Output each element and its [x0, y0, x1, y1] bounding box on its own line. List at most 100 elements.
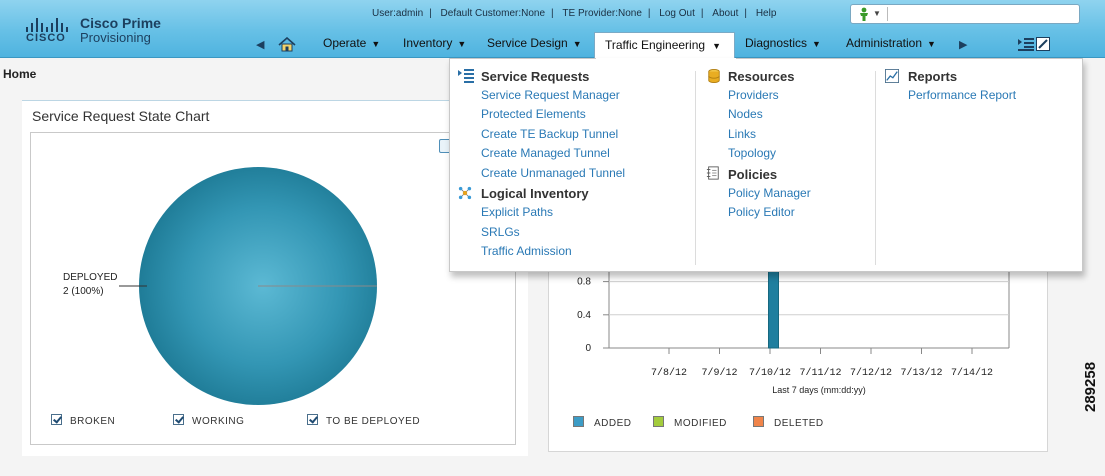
- menu-link-explicit-paths[interactable]: Explicit Paths: [481, 205, 554, 219]
- x-tick-label: 7/12/12: [850, 367, 892, 379]
- nav-label: Diagnostics: [745, 36, 808, 50]
- x-tick-label: 7/13/12: [900, 367, 942, 379]
- logout-link[interactable]: Log Out: [659, 8, 695, 19]
- product-name: Cisco Prime: [80, 15, 161, 31]
- legend-working[interactable]: WORKING: [173, 414, 244, 427]
- search-input[interactable]: ▼: [850, 4, 1080, 24]
- legend-broken[interactable]: BROKEN: [51, 414, 115, 427]
- menu-link-srlgs[interactable]: SRLGs: [481, 225, 520, 239]
- nav-label: Inventory: [403, 36, 453, 50]
- person-search-icon[interactable]: [857, 7, 871, 21]
- te-provider-label[interactable]: TE Provider:None: [562, 8, 642, 19]
- legend-to-be-deployed[interactable]: TO BE DEPLOYED: [307, 414, 420, 427]
- legend-modified[interactable]: MODIFIED: [653, 416, 727, 429]
- customer-label[interactable]: Default Customer:None: [440, 8, 546, 19]
- pie-slice-label: DEPLOYED: [63, 272, 117, 283]
- menu-link-traffic-admission[interactable]: Traffic Admission: [481, 244, 572, 258]
- separator: |: [744, 8, 748, 19]
- menu-link-create-managed-tunnel[interactable]: Create Managed Tunnel: [481, 146, 610, 160]
- legend-deleted[interactable]: DELETED: [753, 416, 824, 429]
- policies-icon: [706, 166, 719, 180]
- menu-heading-resources: Resources: [728, 69, 795, 84]
- service-requests-icon: [458, 69, 474, 83]
- menu-link-policy-editor[interactable]: Policy Editor: [728, 205, 795, 219]
- chevron-down-icon: ▼: [927, 39, 936, 49]
- legend-label: DELETED: [774, 418, 824, 429]
- legend-label: WORKING: [192, 416, 245, 427]
- service-request-state-panel: Service Request State Chart DEPLOYED 2 (1…: [22, 100, 528, 456]
- nav-label: Traffic Engineering: [605, 38, 706, 52]
- about-link[interactable]: About: [712, 8, 739, 19]
- menu-link-protected-elements[interactable]: Protected Elements: [481, 107, 586, 121]
- divider: [887, 7, 888, 21]
- column-divider: [875, 71, 876, 265]
- legend-swatch: [653, 416, 664, 427]
- menu-connector: [596, 58, 736, 60]
- edit-icon[interactable]: [1036, 37, 1050, 51]
- home-icon[interactable]: [278, 37, 296, 52]
- list-indent-icon[interactable]: [1018, 38, 1034, 51]
- pie-chart: DEPLOYED 2 (100%): [63, 167, 377, 405]
- nav-left-arrow-icon[interactable]: ◀: [256, 39, 265, 51]
- nav-operate[interactable]: Operate ▼: [323, 36, 380, 50]
- column-divider: [695, 71, 696, 265]
- bar-chart: 0 0.4 0.8 7/8/12 7/9/12 7/10/12 7/11/12 7/12/12…: [577, 248, 1010, 395]
- help-link[interactable]: Help: [755, 8, 777, 19]
- menu-link-performance-report[interactable]: Performance Report: [908, 88, 1017, 102]
- panel-title: Service Request State Chart: [32, 108, 210, 124]
- menu-link-create-te-backup-tunnel[interactable]: Create TE Backup Tunnel: [481, 127, 619, 141]
- separator: |: [551, 8, 554, 19]
- legend-label: MODIFIED: [674, 418, 727, 429]
- user-label[interactable]: User:admin: [372, 8, 424, 19]
- chevron-down-icon: ▼: [457, 39, 467, 49]
- checkbox-checked-icon[interactable]: [173, 414, 184, 425]
- menu-link-create-unmanaged-tunnel[interactable]: Create Unmanaged Tunnel: [481, 166, 626, 180]
- menu-heading-policies: Policies: [728, 167, 778, 182]
- y-tick-label: 0: [585, 343, 591, 354]
- breadcrumb-home[interactable]: Home: [3, 67, 37, 81]
- pie-chart-frame: DEPLOYED 2 (100%) BROKEN WORKING TO BE DE…: [30, 132, 516, 445]
- chevron-down-icon: ▼: [712, 41, 721, 51]
- legend-label: ADDED: [594, 418, 632, 429]
- menu-heading-logical-inventory: Logical Inventory: [481, 186, 589, 201]
- nav-service-design[interactable]: Service Design ▼: [487, 36, 582, 50]
- nav-diagnostics[interactable]: Diagnostics ▼: [745, 36, 821, 50]
- separator: |: [647, 8, 651, 19]
- nav-label: Administration: [846, 36, 923, 50]
- menu-link-service-request-manager[interactable]: Service Request Manager: [481, 88, 620, 102]
- nav-inventory[interactable]: Inventory ▼: [403, 36, 466, 50]
- traffic-engineering-menu: Service Requests Service Request Manager…: [449, 58, 1083, 272]
- x-tick-label: 7/11/12: [799, 367, 841, 379]
- nav-label: Service Design: [487, 36, 568, 50]
- legend-swatch: [753, 416, 764, 427]
- x-tick-label: 7/10/12: [749, 367, 791, 379]
- menu-link-policy-manager[interactable]: Policy Manager: [728, 186, 811, 200]
- legend-swatch: [573, 416, 584, 427]
- menu-link-topology[interactable]: Topology: [728, 146, 777, 160]
- figure-number: 289258: [1082, 361, 1099, 412]
- checkbox-checked-icon[interactable]: [51, 414, 62, 425]
- chevron-down-icon[interactable]: ▼: [873, 9, 881, 18]
- checkbox-checked-icon[interactable]: [307, 414, 318, 425]
- cisco-logo[interactable]: CISCO Cisco Prime Provisioning: [18, 8, 198, 52]
- menu-link-nodes[interactable]: Nodes: [728, 107, 763, 121]
- separator: |: [429, 8, 432, 19]
- legend-label: TO BE DEPLOYED: [326, 416, 421, 427]
- cisco-wordmark: CISCO: [26, 32, 66, 44]
- bar-added[interactable]: [768, 264, 779, 349]
- product-subname: Provisioning: [80, 30, 151, 45]
- menu-link-links[interactable]: Links: [728, 127, 757, 141]
- nav-administration[interactable]: Administration ▼: [846, 36, 936, 50]
- x-tick-label: 7/8/12: [651, 367, 687, 379]
- pie-slice-value-label: 2 (100%): [63, 286, 104, 297]
- separator: |: [700, 8, 704, 19]
- legend-added[interactable]: ADDED: [573, 416, 632, 429]
- nav-right-arrow-icon[interactable]: ▶: [959, 39, 968, 51]
- x-axis-label: Last 7 days (mm:dd:yy): [772, 385, 866, 395]
- legend-label: BROKEN: [70, 416, 116, 427]
- nav-traffic-engineering[interactable]: Traffic Engineering ▼: [594, 32, 735, 59]
- chevron-down-icon: ▼: [371, 39, 381, 49]
- nav-label: Operate: [323, 36, 367, 50]
- menu-link-providers[interactable]: Providers: [728, 88, 779, 102]
